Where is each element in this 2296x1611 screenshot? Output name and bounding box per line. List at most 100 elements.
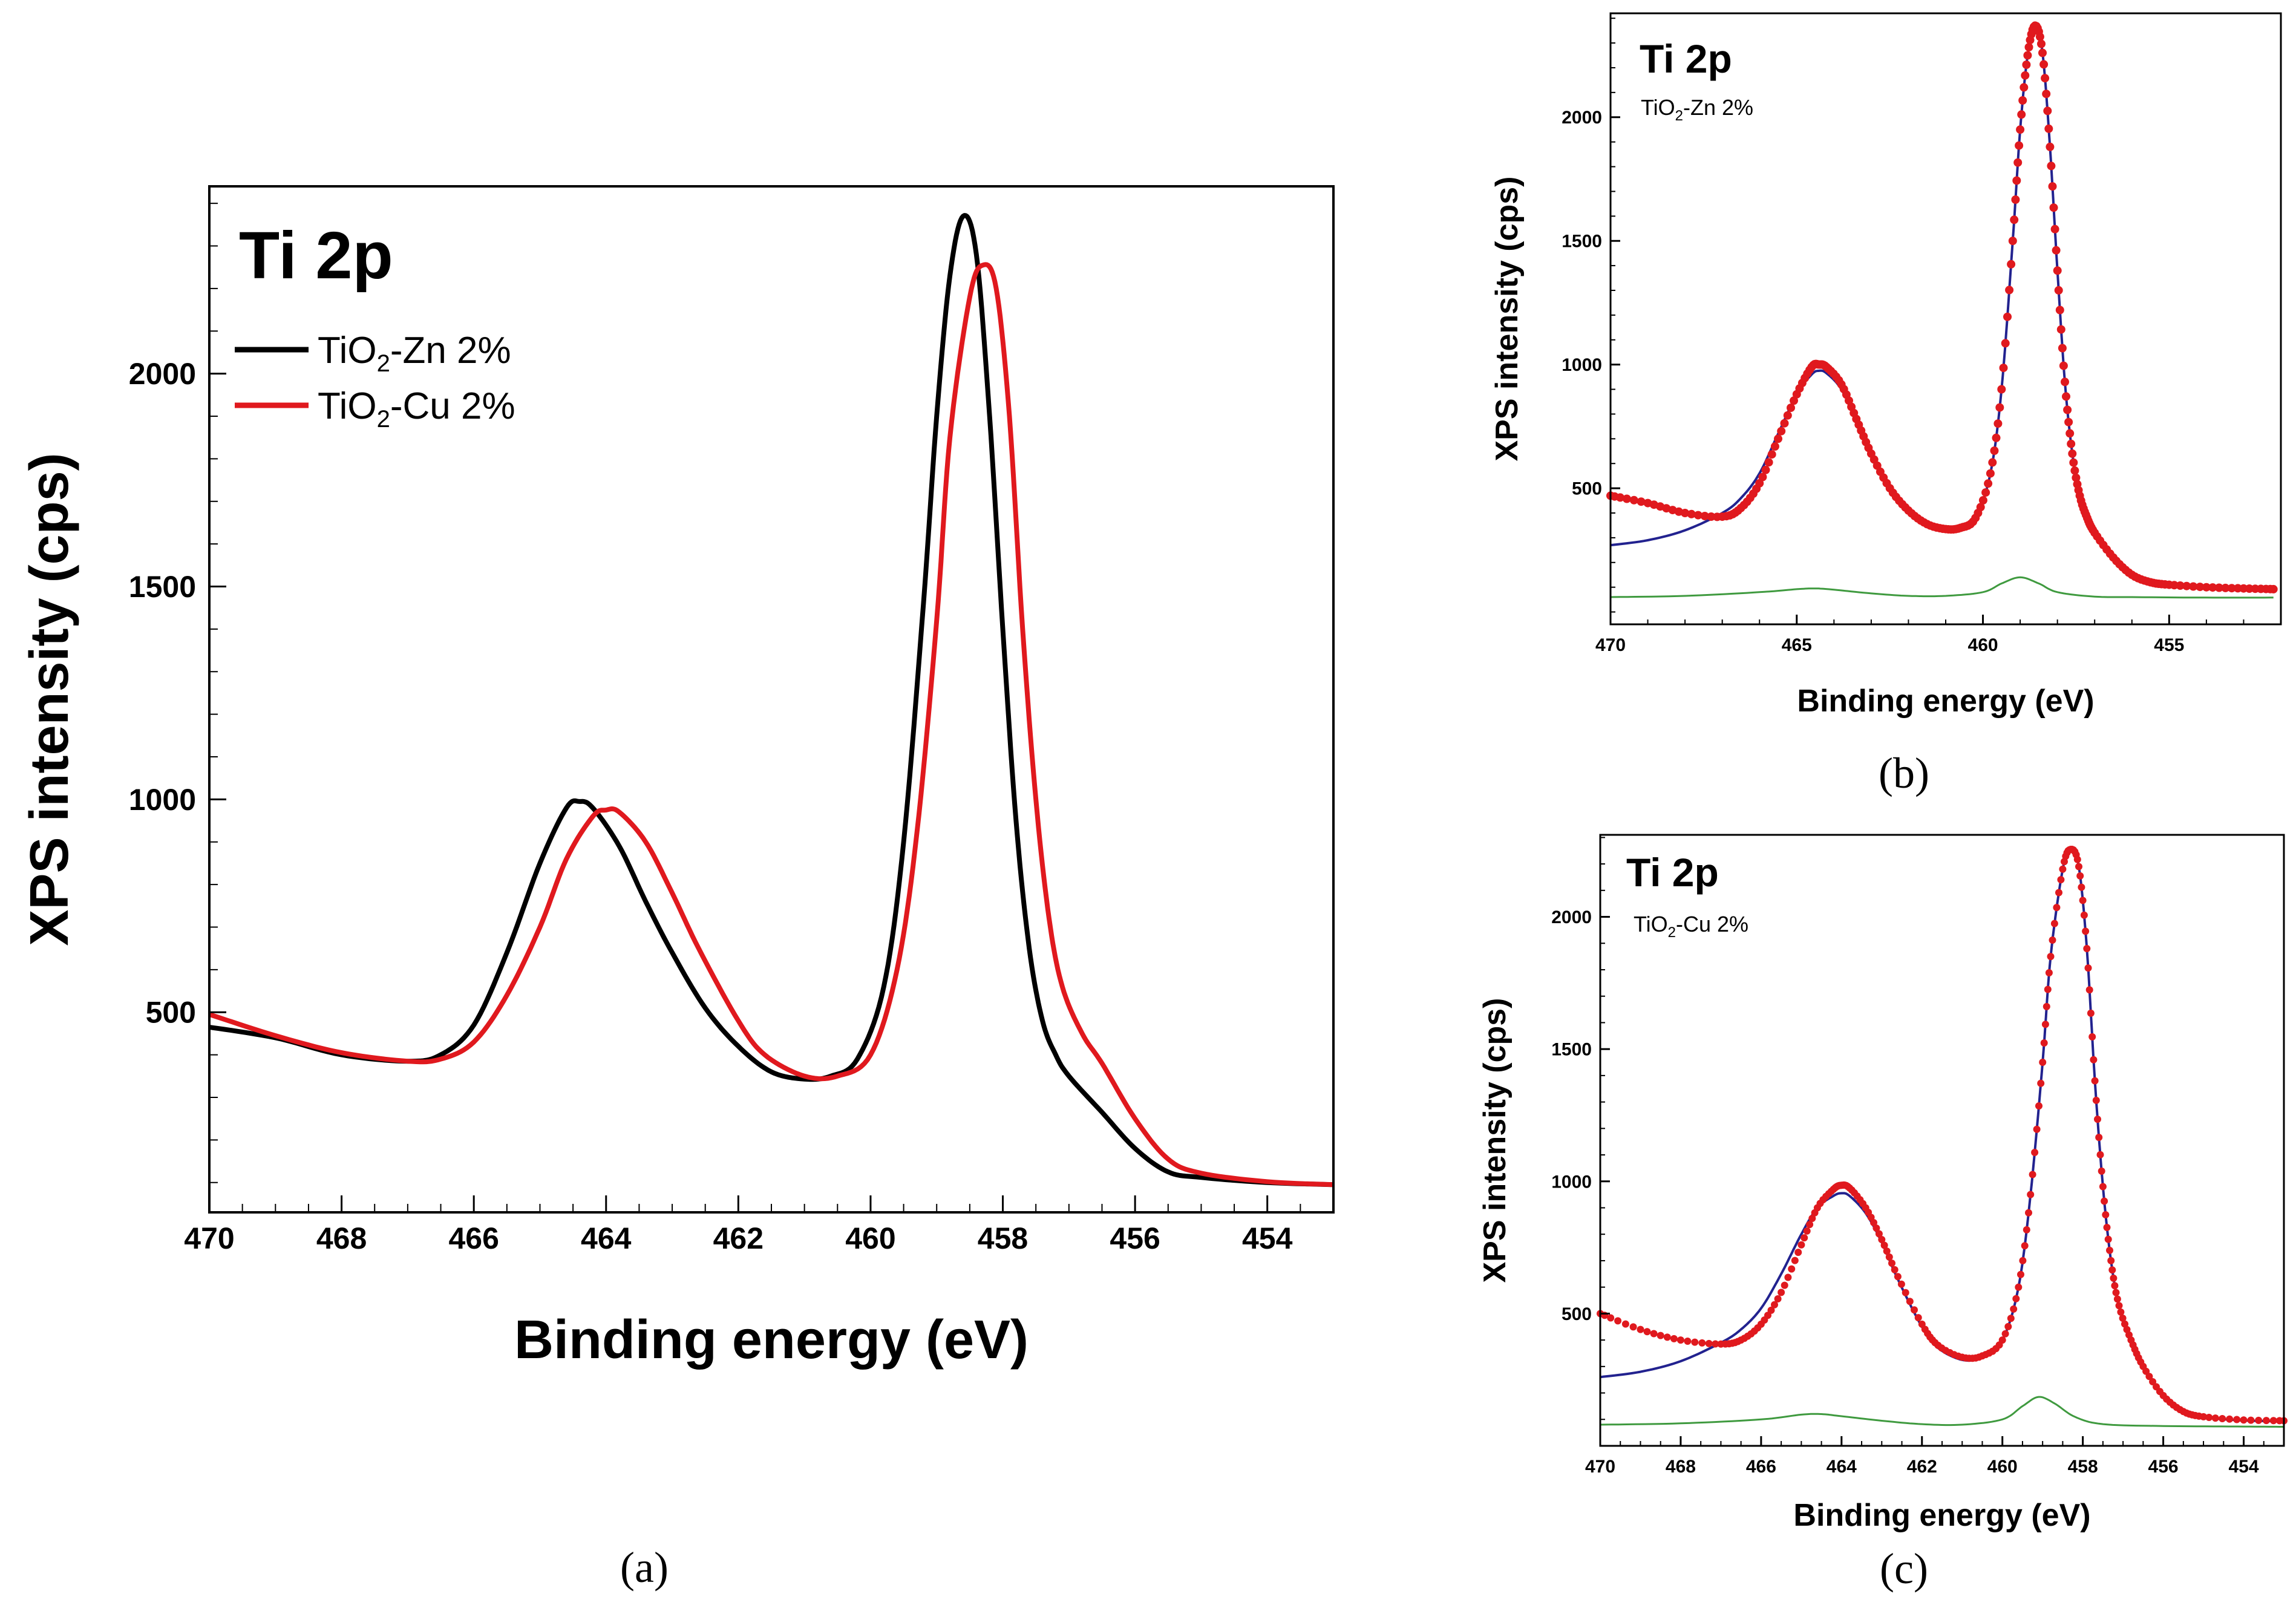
data-point: [1914, 1314, 1922, 1322]
panel-a-series: [208, 213, 1334, 1188]
data-point: [2196, 583, 2205, 592]
data-point: [2017, 1270, 2024, 1278]
x-tick-label: 454: [2228, 1457, 2258, 1477]
legend-label-cu: TiO2-Cu 2%: [318, 385, 515, 433]
data-point: [1707, 512, 1716, 521]
data-point: [2112, 1289, 2120, 1296]
data-point: [1616, 493, 1624, 502]
data-point: [2010, 1305, 2018, 1313]
data-point: [2010, 215, 2019, 224]
data-point: [1872, 1224, 1880, 1232]
series-line-b-2: [1610, 576, 2274, 599]
data-point: [2048, 182, 2057, 191]
data-point: [2025, 1209, 2032, 1217]
data-point: [2108, 1266, 2116, 1274]
series-line-c-2: [1600, 1396, 2284, 1428]
x-tick-label: 455: [2154, 635, 2184, 655]
data-point: [2053, 904, 2061, 912]
data-point: [1764, 458, 1773, 467]
data-point: [2076, 872, 2084, 880]
data-point: [2202, 583, 2211, 592]
data-point: [1878, 1236, 1886, 1243]
data-point: [2049, 203, 2058, 212]
data-point: [1783, 411, 1792, 420]
data-point: [1693, 511, 1702, 520]
panel-c-y-ticks: 500 1000 1500 2000: [1551, 837, 1610, 1446]
data-point: [1883, 1247, 1891, 1255]
data-point: [2094, 1116, 2101, 1123]
data-point: [2103, 1224, 2111, 1231]
data-point: [2075, 863, 2082, 871]
data-point: [2098, 1167, 2105, 1175]
data-point: [2064, 417, 2073, 426]
panel-b-x-ticks: 470 465 460 455: [1595, 615, 2281, 655]
data-point: [2090, 1056, 2098, 1064]
data-point: [2021, 1242, 2029, 1250]
data-point: [2027, 1191, 2035, 1198]
data-point: [2055, 889, 2062, 897]
data-point: [2024, 43, 2033, 51]
data-point: [2031, 1149, 2039, 1156]
data-point: [2255, 1416, 2263, 1424]
data-point: [2017, 110, 2026, 119]
data-point: [2035, 1102, 2043, 1110]
data-point: [2214, 583, 2223, 592]
data-point: [2091, 1077, 2099, 1085]
data-point: [1780, 419, 1789, 428]
data-point: [2012, 176, 2021, 185]
data-point: [2058, 344, 2067, 353]
data-point: [2083, 945, 2091, 952]
data-point: [2049, 936, 2056, 944]
data-point: [2189, 582, 2198, 591]
data-point: [1788, 1265, 1796, 1273]
data-point: [2102, 1211, 2110, 1218]
data-point: [2262, 1417, 2270, 1425]
data-point: [1777, 426, 1786, 436]
data-point: [1657, 1332, 1664, 1339]
data-point: [2205, 1414, 2213, 1421]
data-point: [1990, 446, 1999, 455]
data-point: [1687, 509, 1696, 518]
data-point: [2240, 1416, 2248, 1424]
data-point: [2022, 60, 2031, 69]
x-tick-label: 458: [2068, 1457, 2098, 1477]
data-point: [1614, 1317, 1622, 1325]
x-tick-label: 470: [184, 1221, 234, 1255]
data-point: [1758, 472, 1767, 482]
data-point: [2001, 339, 2010, 348]
panel-c-caption: (c): [1880, 1544, 1928, 1593]
y-tick-label: 2000: [129, 357, 196, 391]
data-point: [2247, 1416, 2255, 1424]
x-tick-label: 464: [581, 1221, 632, 1255]
panel-c-title: Ti 2p: [1626, 850, 1719, 895]
x-tick-label: 456: [2148, 1457, 2179, 1477]
data-point: [1691, 1338, 1699, 1346]
x-tick-label: 462: [1907, 1457, 1937, 1477]
panel-c-x-axis-label: Binding energy (eV): [1793, 1498, 2090, 1533]
data-point: [2121, 1320, 2128, 1328]
y-tick-label: 500: [1572, 479, 1602, 499]
data-point: [2011, 195, 2020, 204]
x-tick-label: 454: [1242, 1221, 1293, 1255]
data-point: [1891, 1266, 1899, 1273]
y-tick-label: 1000: [129, 783, 196, 817]
data-point: [1767, 450, 1776, 459]
panel-a: 470 468 466 464 462 460 458 456 454 500 1000 1500 2…: [19, 185, 1335, 1592]
data-point: [2007, 1315, 2015, 1322]
x-tick-label: 470: [1585, 1457, 1615, 1477]
data-point: [1797, 1241, 1805, 1249]
data-point: [2145, 1373, 2153, 1381]
data-point: [2044, 985, 2052, 993]
data-point: [2041, 74, 2050, 83]
data-point: [1670, 1335, 1678, 1342]
data-point: [1993, 419, 2003, 428]
data-point: [2111, 1282, 2119, 1290]
data-point: [2092, 1096, 2100, 1104]
data-point: [2039, 1059, 2047, 1066]
data-point: [2200, 1413, 2208, 1420]
data-point: [1911, 1306, 1918, 1314]
data-point: [1902, 1289, 1909, 1296]
data-point: [1988, 458, 1997, 467]
data-point: [2065, 429, 2075, 438]
